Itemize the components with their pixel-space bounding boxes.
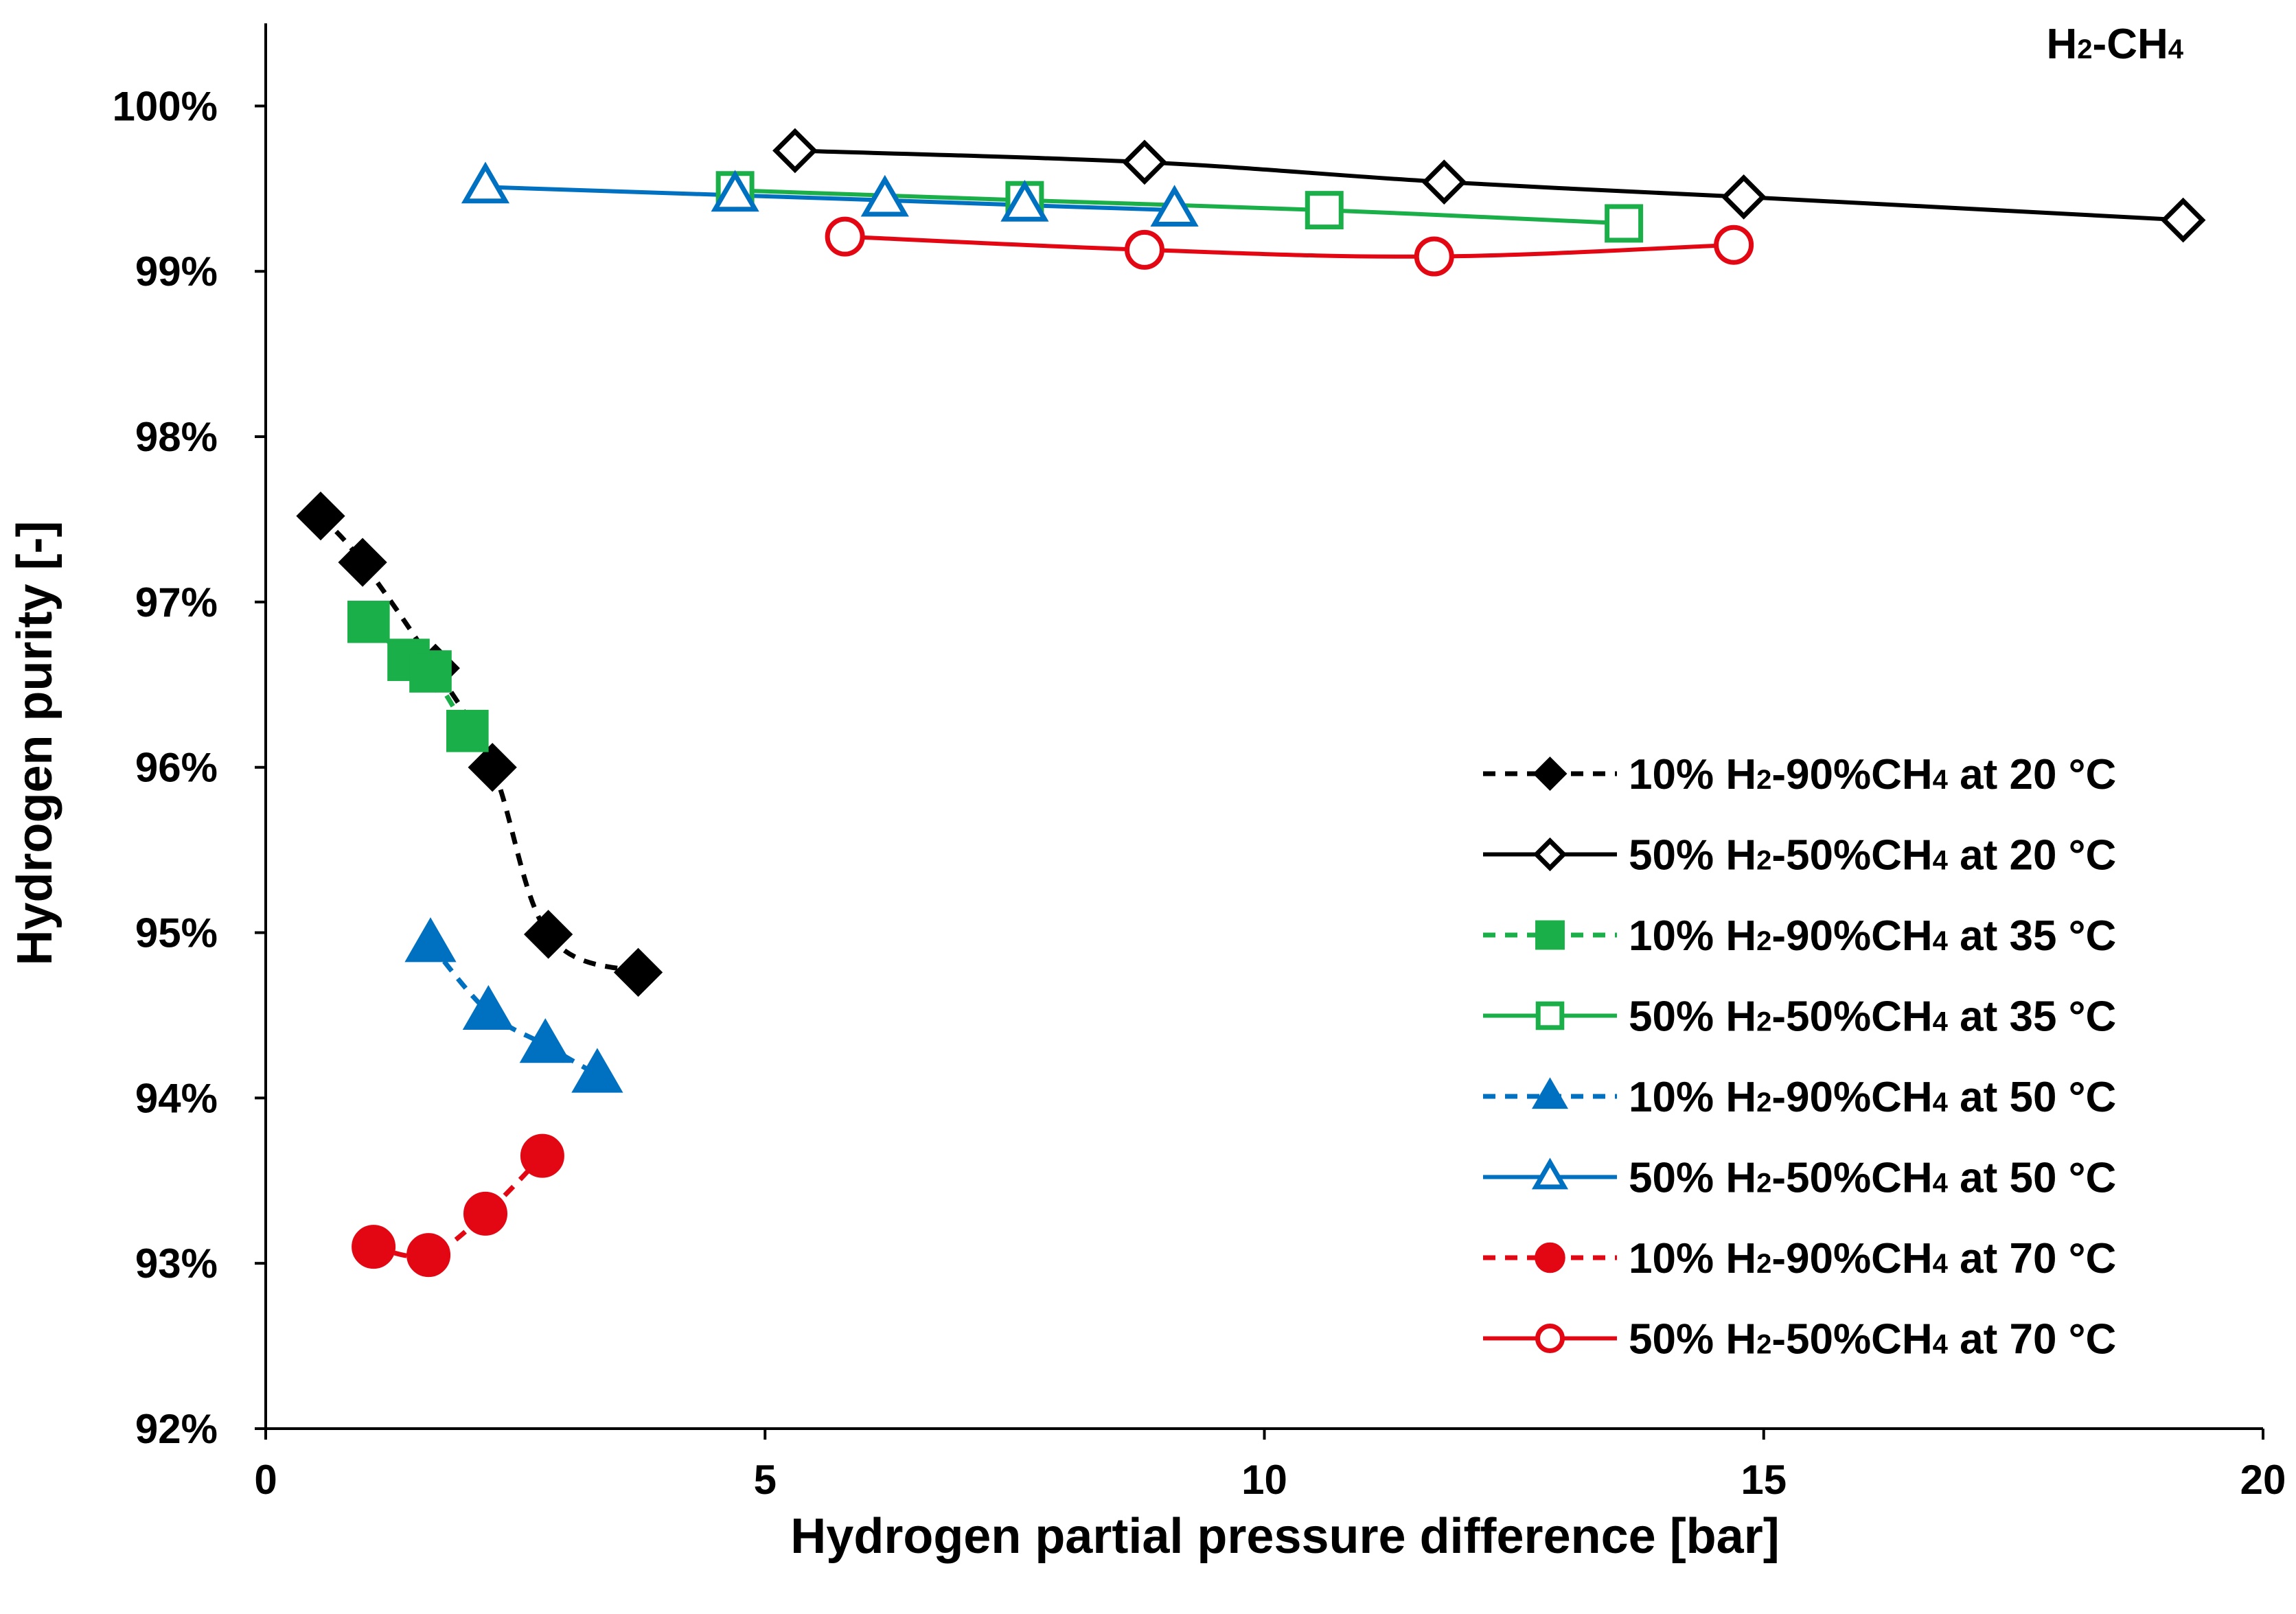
data-point-s1-4 bbox=[468, 743, 517, 792]
legend-label: 10% H2-90%CH4 at 50 °C bbox=[1629, 1074, 2116, 1121]
legend-label: 50% H2-50%CH4 at 35 °C bbox=[1629, 993, 2116, 1041]
data-point-s8-2 bbox=[1124, 229, 1164, 270]
data-point-s5-1 bbox=[404, 917, 457, 962]
legend-entry-4: 50% H2-50%CH4 at 35 °C bbox=[1483, 993, 2116, 1041]
series-line-6 bbox=[485, 185, 1175, 213]
y-tick-label: 99% bbox=[135, 249, 218, 295]
data-point-s7-4 bbox=[520, 1133, 564, 1178]
data-point-s7-3 bbox=[463, 1191, 507, 1236]
data-point-s6-2 bbox=[711, 170, 759, 212]
y-tick-label: 96% bbox=[135, 745, 218, 791]
data-point-s6-4 bbox=[1000, 179, 1049, 222]
x-tick-label: 20 bbox=[2240, 1457, 2286, 1503]
y-tick-label: 97% bbox=[135, 579, 218, 625]
chart-title-group: H2-CH4 bbox=[2047, 21, 2184, 68]
data-point-s2-1 bbox=[772, 128, 818, 174]
y-tick-label: 95% bbox=[135, 910, 218, 956]
series-line-8 bbox=[845, 234, 1734, 259]
x-tick-label: 10 bbox=[1241, 1457, 1287, 1503]
data-point-s5-3 bbox=[519, 1018, 571, 1063]
legend-marker bbox=[1532, 757, 1568, 791]
data-point-s6-5 bbox=[1150, 185, 1199, 227]
data-point-s6-1 bbox=[461, 161, 510, 204]
legend-marker bbox=[1532, 837, 1568, 872]
data-point-s5-2 bbox=[462, 984, 514, 1030]
legend-marker bbox=[1535, 1324, 1565, 1353]
legend-entry-8: 50% H2-50%CH4 at 70 °C bbox=[1483, 1316, 2116, 1363]
legend-marker bbox=[1535, 920, 1565, 950]
data-point-s8-3 bbox=[1414, 236, 1454, 277]
legend-marker bbox=[1531, 1157, 1569, 1190]
legend-entry-7: 10% H2-90%CH4 at 70 °C bbox=[1483, 1235, 2116, 1282]
legend-label: 10% H2-90%CH4 at 20 °C bbox=[1629, 751, 2116, 798]
data-point-s1-5 bbox=[523, 910, 573, 959]
legend-marker bbox=[1531, 1077, 1569, 1109]
data-point-s3-4 bbox=[446, 709, 489, 752]
x-tick-label: 0 bbox=[254, 1457, 277, 1503]
legend-label: 50% H2-50%CH4 at 70 °C bbox=[1629, 1316, 2116, 1363]
legend-entry-2: 50% H2-50%CH4 at 20 °C bbox=[1483, 832, 2116, 879]
data-point-s2-5 bbox=[2160, 197, 2206, 243]
legend-label: 10% H2-90%CH4 at 35 °C bbox=[1629, 912, 2116, 960]
legend-entry-5: 10% H2-90%CH4 at 50 °C bbox=[1483, 1074, 2116, 1121]
data-point-s2-3 bbox=[1421, 159, 1467, 205]
series-markers bbox=[296, 128, 2206, 1278]
legend: 10% H2-90%CH4 at 20 °C 50% H2-50%CH4 at 2… bbox=[1483, 751, 2116, 1363]
x-axis-title: Hydrogen partial pressure difference [ba… bbox=[790, 1509, 1779, 1564]
legend-entry-1: 10% H2-90%CH4 at 20 °C bbox=[1483, 751, 2116, 798]
y-tick-label: 100% bbox=[113, 83, 218, 129]
legend-entry-6: 50% H2-50%CH4 at 50 °C bbox=[1483, 1155, 2116, 1202]
y-tick-label: 94% bbox=[135, 1075, 218, 1121]
data-point-s2-4 bbox=[1721, 174, 1767, 220]
legend-label: 50% H2-50%CH4 at 20 °C bbox=[1629, 832, 2116, 879]
data-point-s4-4 bbox=[1605, 204, 1644, 243]
x-tick-label: 5 bbox=[754, 1457, 777, 1503]
data-point-s2-2 bbox=[1122, 139, 1167, 185]
legend-marker bbox=[1535, 1242, 1565, 1273]
data-point-s8-4 bbox=[1714, 224, 1754, 265]
data-point-s6-3 bbox=[860, 174, 909, 217]
data-point-s1-6 bbox=[613, 947, 663, 997]
legend-label: 50% H2-50%CH4 at 50 °C bbox=[1629, 1155, 2116, 1202]
legend-label: 10% H2-90%CH4 at 70 °C bbox=[1629, 1235, 2116, 1282]
data-point-s8-1 bbox=[825, 216, 865, 257]
data-point-s1-1 bbox=[296, 492, 345, 541]
chart-title: H2-CH4 bbox=[2047, 21, 2184, 68]
data-point-s3-3 bbox=[409, 650, 452, 693]
data-point-s1-2 bbox=[338, 538, 387, 587]
y-tick-label: 93% bbox=[135, 1241, 218, 1287]
legend-marker bbox=[1535, 1001, 1565, 1030]
axes: 92% 93% 94% 95% 96% 97% 98% 99% 100% 0 5 10 15 20 Hydr… bbox=[8, 23, 2286, 1564]
data-point-s5-4 bbox=[571, 1048, 623, 1093]
series-line-7 bbox=[373, 1154, 544, 1259]
data-point-s3-1 bbox=[347, 600, 390, 643]
y-tick-label: 92% bbox=[135, 1406, 218, 1452]
legend-entry-3: 10% H2-90%CH4 at 35 °C bbox=[1483, 912, 2116, 960]
y-tick-label: 98% bbox=[135, 414, 218, 460]
x-tick-label: 15 bbox=[1741, 1457, 1787, 1503]
data-point-s7-1 bbox=[352, 1225, 396, 1269]
data-point-s7-2 bbox=[406, 1233, 451, 1278]
y-axis-title: Hydrogen purity [-] bbox=[8, 521, 62, 966]
data-point-s4-3 bbox=[1305, 191, 1344, 230]
